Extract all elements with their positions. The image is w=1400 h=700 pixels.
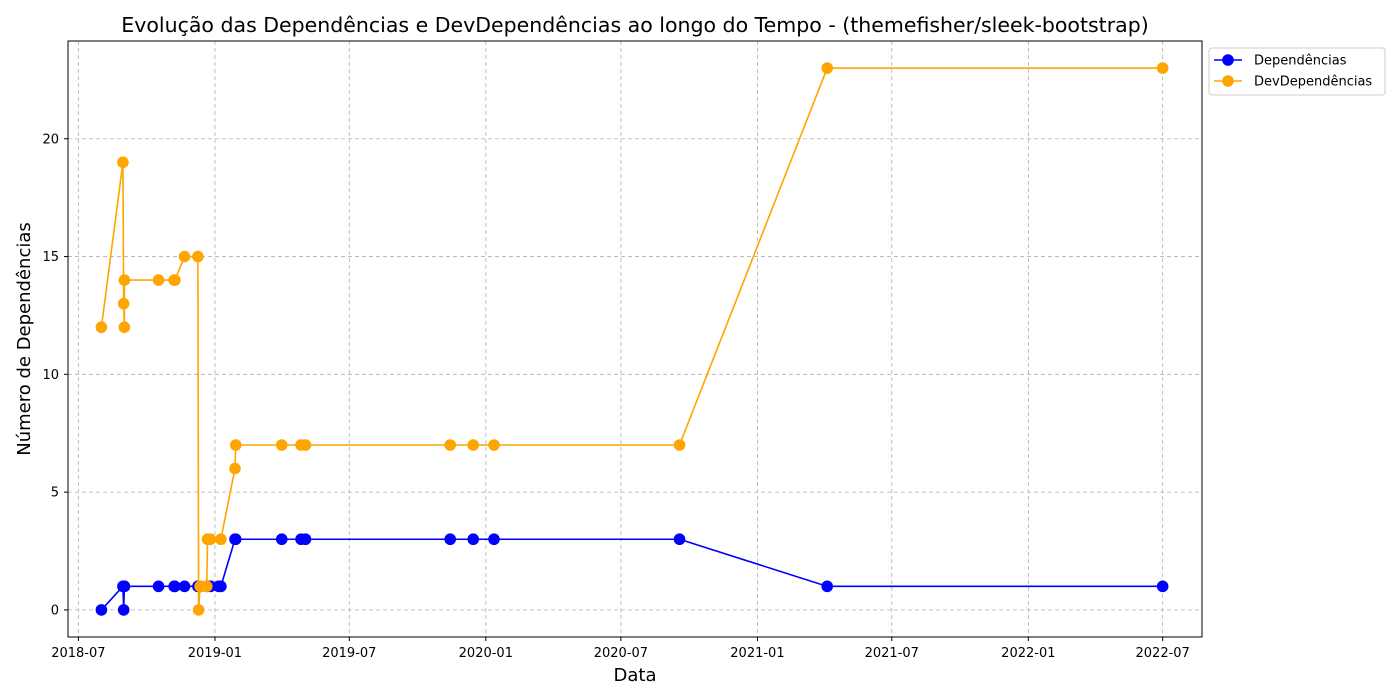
data-point — [299, 439, 312, 451]
x-axis-label: Data — [614, 665, 657, 686]
y-tick-label: 15 — [42, 250, 59, 265]
legend: Dependências DevDependências — [1208, 47, 1386, 96]
data-point — [95, 321, 108, 334]
data-point — [95, 604, 108, 616]
data-point — [192, 604, 205, 616]
series-devdependencias — [95, 62, 1169, 616]
series-dependencias — [95, 533, 1169, 616]
legend-marker — [1222, 75, 1234, 87]
data-point — [118, 321, 131, 334]
x-tick-label: 2019-01 — [188, 646, 242, 661]
data-point — [169, 274, 181, 286]
x-tick-label: 2019-07 — [322, 646, 376, 661]
data-point — [169, 580, 181, 593]
data-point — [152, 274, 165, 286]
data-point — [444, 533, 457, 546]
data-point — [118, 580, 131, 593]
data-point — [229, 439, 242, 451]
legend-marker — [1222, 54, 1234, 66]
data-point — [299, 533, 312, 546]
data-point — [275, 439, 288, 451]
data-point — [673, 533, 686, 546]
data-point — [229, 462, 241, 475]
data-point — [488, 439, 500, 451]
y-tick-label: 0 — [51, 603, 59, 618]
series-line — [100, 67, 1163, 611]
chart-title: Evolução das Dependências e DevDependênc… — [121, 13, 1148, 37]
data-point — [192, 250, 204, 263]
grid-lines — [68, 41, 1202, 637]
y-tick-label: 20 — [42, 132, 59, 147]
data-point — [200, 580, 213, 593]
data-point — [275, 533, 288, 546]
x-tick-label: 2021-07 — [865, 646, 919, 661]
series-line — [100, 538, 1163, 611]
data-point — [117, 604, 130, 616]
series-layer — [95, 62, 1169, 616]
data-point — [229, 533, 242, 546]
data-point — [821, 62, 834, 74]
data-point — [1156, 580, 1169, 593]
data-point — [117, 297, 130, 310]
legend-label: DevDependências — [1254, 75, 1372, 90]
data-point — [444, 439, 457, 451]
data-point — [488, 533, 500, 546]
data-point — [467, 439, 480, 451]
x-tick-label: 2020-01 — [459, 646, 513, 661]
x-tick-label: 2020-07 — [594, 646, 648, 661]
y-axis-label: Número de Dependências — [14, 222, 35, 456]
data-point — [1156, 62, 1169, 74]
data-point — [204, 533, 217, 546]
x-tick-label: 2018-07 — [51, 646, 105, 661]
data-point — [152, 580, 165, 593]
x-tick-label: 2022-07 — [1136, 646, 1190, 661]
x-tick-label: 2022-01 — [1001, 646, 1055, 661]
axes: 2018-07 2019-01 2019-07 2020-01 2020-07 2021-… — [42, 40, 1203, 661]
data-point — [215, 533, 227, 546]
data-point — [118, 274, 131, 286]
legend-box — [1208, 47, 1386, 96]
y-tick-label: 5 — [51, 486, 59, 501]
data-point — [673, 439, 686, 451]
y-tick-label: 10 — [42, 368, 59, 383]
data-point — [178, 250, 191, 263]
x-tick-label: 2021-01 — [730, 646, 784, 661]
data-point — [178, 580, 191, 593]
plot-frame — [67, 40, 1203, 638]
data-point — [821, 580, 834, 593]
legend-label: Dependências — [1254, 54, 1347, 69]
data-point — [117, 156, 129, 169]
data-point — [215, 580, 227, 593]
data-point — [467, 533, 480, 546]
